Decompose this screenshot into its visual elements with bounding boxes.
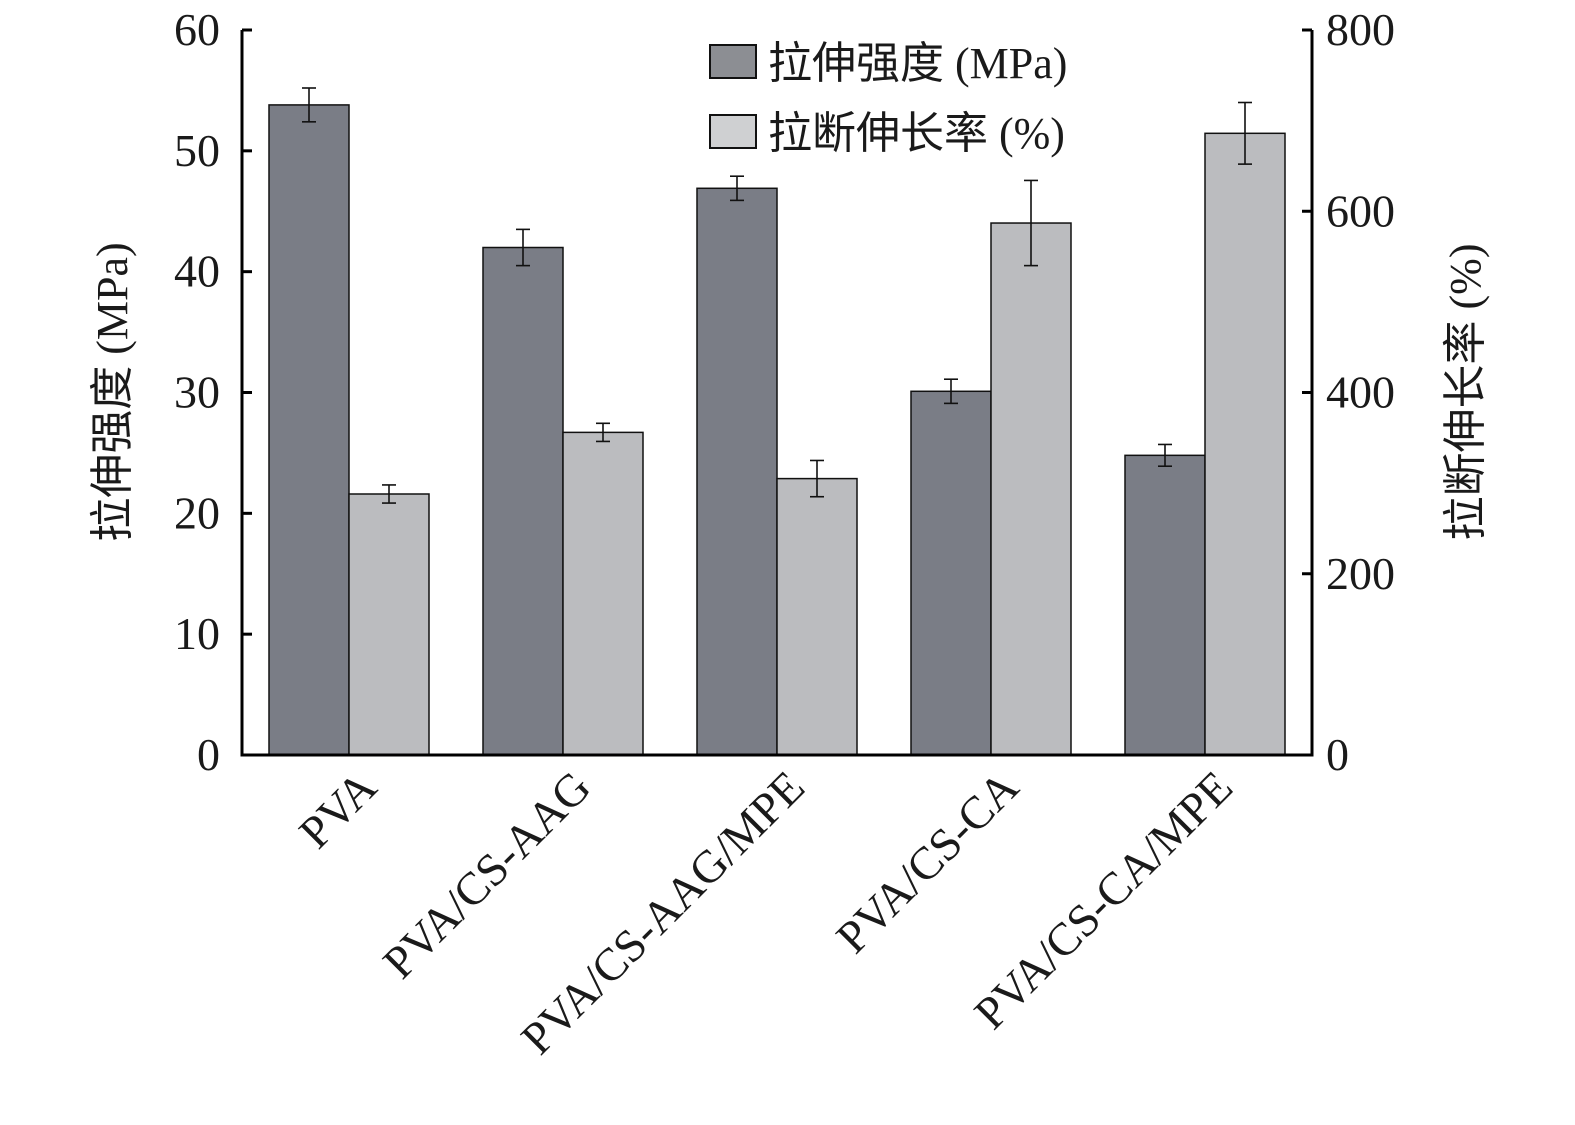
error-bar-tensile-strength-pva-cs-aag — [516, 228, 530, 267]
left-tick-label: 0 — [197, 729, 220, 780]
bar-elongation-pva-cs-ca — [990, 222, 1072, 756]
category-label-pva: PVA — [289, 761, 386, 858]
right-ticks: 0 200 400 600 800 — [1302, 4, 1395, 780]
right-axis-title: 拉断伸长率 (%) — [1441, 244, 1490, 541]
bar-tensile-strength-pva-cs-aag-mpe — [696, 187, 778, 756]
left-tick-label: 10 — [174, 608, 220, 659]
legend: 拉伸强度 (MPa) 拉断伸长率 (%) — [709, 39, 1067, 158]
error-bars-layer — [302, 87, 1252, 504]
category-label-pva-cs-ca: PVA/CS-CA — [826, 761, 1028, 963]
error-bar-tensile-strength-pva-cs-ca — [944, 378, 958, 405]
left-tick-label: 30 — [174, 367, 220, 418]
legend-label-elongation: 拉断伸长率 (%) — [768, 109, 1065, 158]
left-axis-title: 拉伸强度 (MPa) — [88, 242, 137, 541]
error-bar-tensile-strength-pva-cs-ca-mpe — [1158, 443, 1172, 468]
error-bar-elongation-pva-cs-ca-mpe — [1238, 101, 1252, 165]
bar-elongation-pva-cs-aag-mpe — [776, 477, 858, 756]
bar-tensile-strength-pva — [268, 104, 350, 756]
error-bar-tensile-strength-pva — [302, 87, 316, 123]
error-bar-elongation-pva — [382, 484, 396, 504]
left-tick-label: 20 — [174, 487, 220, 538]
bar-tensile-strength-pva-cs-aag — [482, 246, 564, 756]
error-bar-elongation-pva-cs-aag — [596, 422, 610, 443]
bar-elongation-pva-cs-aag — [562, 431, 644, 756]
legend-swatch-elongation — [709, 114, 757, 149]
bars-layer — [268, 104, 1286, 756]
bar-elongation-pva-cs-ca-mpe — [1204, 132, 1286, 756]
left-tick-label: 40 — [174, 246, 220, 297]
category-label-pva-cs-aag: PVA/CS-AAG — [373, 761, 600, 988]
left-ticks: 0 10 20 30 40 50 60 — [174, 4, 252, 780]
error-bar-tensile-strength-pva-cs-aag-mpe — [730, 175, 744, 202]
bar-tensile-strength-pva-cs-ca — [910, 390, 992, 756]
error-bar-elongation-pva-cs-ca — [1024, 179, 1038, 267]
right-tick-label: 800 — [1326, 4, 1395, 55]
error-bar-elongation-pva-cs-aag-mpe — [810, 459, 824, 498]
right-tick-label: 0 — [1326, 729, 1349, 780]
bar-elongation-pva — [348, 493, 430, 756]
legend-swatch-tensile-strength — [709, 44, 757, 79]
legend-label-tensile-strength: 拉伸强度 (MPa) — [768, 39, 1067, 88]
right-tick-label: 600 — [1326, 185, 1395, 236]
bar-tensile-strength-pva-cs-ca-mpe — [1124, 454, 1206, 756]
right-tick-label: 200 — [1326, 548, 1395, 599]
left-tick-label: 60 — [174, 4, 220, 55]
left-tick-label: 50 — [174, 125, 220, 176]
right-tick-label: 400 — [1326, 367, 1395, 418]
